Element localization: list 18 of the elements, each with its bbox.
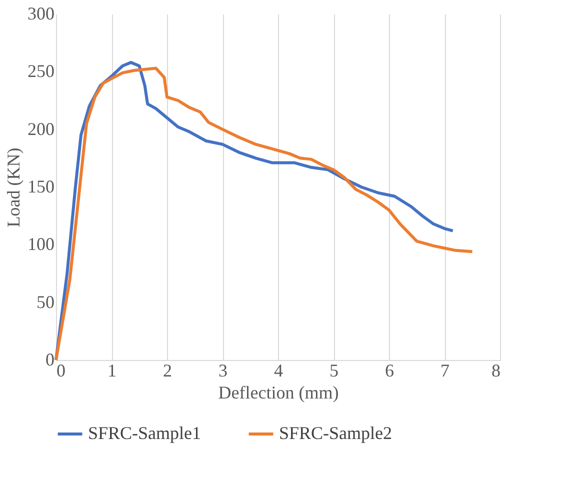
x-tick-label: 2 [163,360,172,380]
x-tick-label: 8 [492,360,500,380]
y-tick-label: 100 [28,234,54,254]
x-tick-label: 5 [330,360,338,380]
y-tick-label: 50 [36,292,54,312]
y-tick-label: 250 [28,61,54,82]
y-tick-label: 300 [28,4,54,24]
x-tick-label: 4 [274,360,283,380]
legend-label: SFRC-Sample1 [88,423,202,443]
x-tick-label: 6 [385,360,394,380]
x-tick-label: 7 [440,360,450,380]
x-axis-title: Deflection (mm) [218,382,339,402]
legend-label: SFRC-Sample2 [279,423,392,443]
x-tick-label: 3 [218,360,228,380]
y-axis-title: Load (KN) [4,148,24,228]
x-tick-label: 1 [108,360,116,380]
y-tick-label: 200 [28,118,54,139]
y-tick-label: 150 [28,176,54,196]
